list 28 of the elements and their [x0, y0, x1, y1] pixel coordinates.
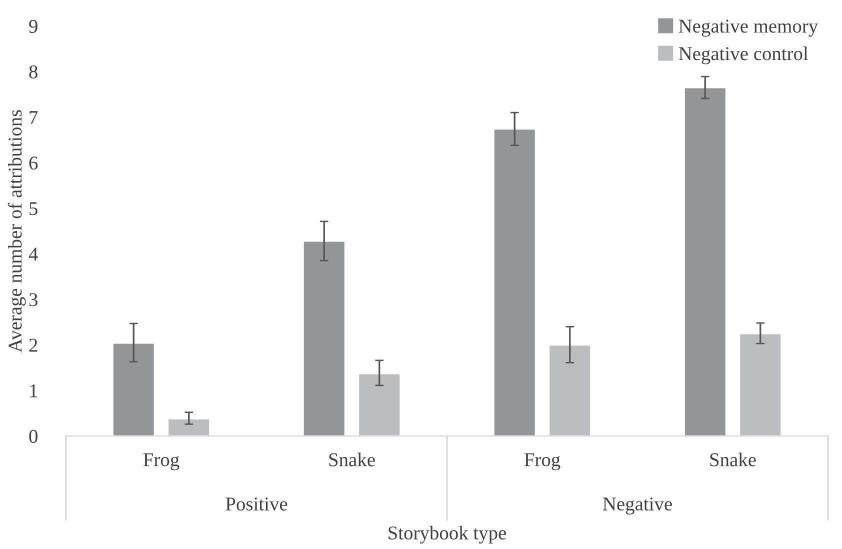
- legend-label: Negative control: [678, 46, 808, 64]
- bar: [738, 332, 782, 436]
- x-tick-label: Frog: [524, 453, 560, 470]
- bar: [167, 418, 211, 436]
- y-tick-label: 1: [30, 384, 38, 398]
- bar: [548, 344, 592, 436]
- bar: [112, 342, 156, 436]
- y-axis-title: Average number of attributions: [8, 110, 26, 352]
- bar: [492, 128, 536, 436]
- y-tick-label: 8: [29, 65, 38, 78]
- x-tick-label: Snake: [329, 452, 375, 466]
- bar: [302, 240, 346, 436]
- y-tick-label: 6: [29, 156, 38, 170]
- y-tick-label: 0: [29, 430, 38, 443]
- bar: [358, 372, 402, 436]
- y-tick-label: 9: [29, 20, 38, 33]
- y-tick-label: 2: [29, 338, 38, 352]
- y-tick-label: 4: [28, 248, 38, 261]
- x-tick-label: Frog: [143, 453, 180, 470]
- y-tick-label: 5: [30, 202, 38, 216]
- y-tick-label: 7: [30, 111, 38, 124]
- y-tick-label: 3: [29, 293, 38, 306]
- x-tick-label: Snake: [710, 452, 756, 466]
- text: Positive: [226, 498, 288, 511]
- legend-label: Negative memory: [678, 20, 818, 37]
- bar: [683, 86, 727, 436]
- x-axis-title: Storybook type: [388, 526, 506, 544]
- text: Negative: [602, 497, 672, 515]
